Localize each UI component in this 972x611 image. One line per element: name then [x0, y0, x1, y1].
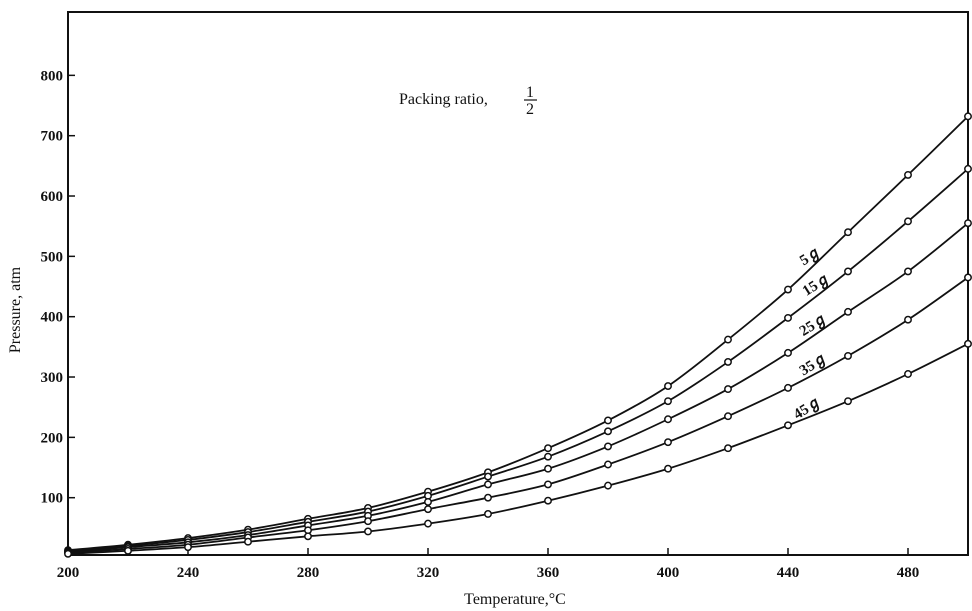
data-point	[964, 112, 972, 121]
data-point	[724, 357, 732, 366]
packing-ratio-numerator: 1	[526, 84, 534, 101]
series-2	[64, 164, 972, 556]
y-axis-label: Pressure, atm	[7, 266, 24, 353]
y-tick-label: 700	[41, 129, 64, 145]
data-point	[784, 285, 792, 294]
data-point	[904, 370, 912, 378]
x-tick-label: 360	[537, 565, 560, 581]
x-tick-label: 240	[177, 565, 200, 581]
data-point	[664, 382, 672, 391]
data-point	[424, 519, 432, 528]
data-point	[964, 273, 972, 282]
series-line	[67, 276, 969, 554]
data-point	[784, 313, 792, 322]
series-1	[64, 112, 972, 555]
series-3	[64, 219, 972, 556]
data-point	[544, 480, 552, 489]
data-point	[424, 497, 432, 506]
data-point	[844, 228, 852, 237]
data-point	[844, 397, 852, 406]
plot-frame-group	[67, 11, 969, 556]
data-point	[784, 348, 792, 357]
data-point	[664, 464, 672, 473]
series-line	[67, 343, 969, 555]
data-point	[544, 464, 552, 473]
series-label: 35ℊ	[797, 350, 831, 380]
packing-ratio-text: Packing ratio,	[399, 91, 488, 108]
data-point	[964, 164, 972, 173]
series-label: 45ℊ	[791, 394, 825, 424]
data-point	[304, 532, 312, 541]
data-point	[604, 481, 612, 490]
x-tick-label: 440	[777, 565, 800, 581]
data-point	[364, 517, 372, 526]
data-point	[244, 537, 252, 546]
y-tick-label: 100	[41, 491, 64, 507]
data-point	[664, 397, 672, 406]
data-point	[904, 315, 912, 324]
data-point	[724, 335, 732, 344]
y-tick-label: 800	[41, 68, 64, 84]
data-point	[664, 415, 672, 424]
series-line	[67, 168, 969, 553]
data-point	[484, 472, 492, 481]
data-point	[544, 496, 552, 505]
series-line	[67, 222, 969, 553]
series-label: 5ℊ	[797, 244, 825, 270]
data-point	[904, 267, 912, 276]
y-tick-label: 600	[41, 189, 64, 205]
data-point	[184, 543, 192, 552]
data-point	[64, 549, 72, 558]
data-point	[844, 267, 852, 276]
y-tick-label: 400	[41, 310, 64, 326]
data-point	[904, 170, 912, 179]
data-point	[544, 452, 552, 461]
x-tick-label: 200	[57, 565, 80, 581]
data-point	[364, 527, 372, 536]
series-line	[67, 115, 969, 552]
plot-frame	[67, 11, 969, 556]
data-point	[604, 460, 612, 469]
data-point	[784, 383, 792, 392]
x-tick-label: 480	[897, 565, 920, 581]
data-point	[484, 493, 492, 502]
y-tick-label: 200	[41, 430, 64, 446]
x-tick-label: 280	[297, 565, 320, 581]
data-point	[784, 421, 792, 430]
packing-ratio-denominator: 2	[526, 101, 534, 118]
x-tick-label: 400	[657, 565, 680, 581]
data-point	[424, 505, 432, 514]
data-point	[664, 438, 672, 447]
data-point	[724, 412, 732, 421]
data-point	[844, 307, 852, 316]
data-point	[604, 442, 612, 451]
data-point	[484, 480, 492, 489]
data-point	[904, 217, 912, 226]
y-tick-label: 300	[41, 370, 64, 386]
x-tick-label: 320	[417, 565, 440, 581]
data-point	[964, 219, 972, 228]
data-point	[124, 546, 132, 555]
data-point	[604, 427, 612, 436]
series-4	[64, 273, 972, 557]
y-tick-label: 500	[41, 249, 64, 265]
data-point	[964, 339, 972, 348]
y-axis-ticks: 100 200 300 400 500 600 700 800	[41, 68, 75, 507]
data-point	[724, 444, 732, 453]
data-point	[844, 351, 852, 360]
data-point	[544, 444, 552, 453]
packing-ratio-annotation: Packing ratio, 1 2	[399, 84, 537, 118]
data-point	[484, 510, 492, 518]
data-point	[604, 416, 612, 425]
x-axis-label: Temperature,°C	[464, 591, 566, 608]
series-group	[64, 112, 972, 558]
series-5	[64, 339, 972, 558]
x-axis-ticks: 200 240 280 320 360 400 440 480	[57, 548, 920, 581]
data-point	[724, 385, 732, 394]
